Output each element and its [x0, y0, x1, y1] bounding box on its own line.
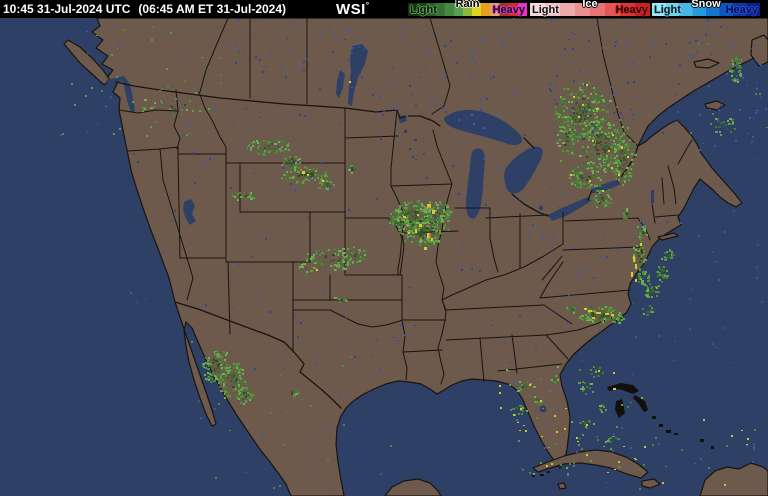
strait-juan-de-fuca [106, 76, 126, 85]
andros-island [615, 399, 625, 418]
legend-light-label-rain: Light [410, 4, 437, 16]
lake-michigan [465, 148, 485, 219]
lake-st-clair [538, 205, 544, 211]
legend-heavy-label-ice: Heavy [615, 4, 648, 16]
anticosti-island [693, 58, 720, 69]
long-island [657, 232, 679, 241]
legend-group-snow: Snow Light Heavy [652, 0, 760, 18]
legend-title-snow: Snow [691, 0, 721, 10]
florida-key-2 [540, 474, 544, 476]
canada-province-borders [199, 18, 639, 147]
legend-bar-ice [530, 3, 650, 16]
grand-bahama-abaco [607, 383, 639, 394]
lake-ontario [592, 180, 621, 193]
vancouver-island [63, 39, 111, 86]
radar-echo-layer [60, 18, 768, 490]
precip-legend: Rain Light Heavy Ice Light Heavy Snow Light Heav… [406, 0, 768, 18]
lake-erie [548, 197, 592, 221]
bahama-cay-3 [666, 430, 671, 433]
timestamp-utc: 10:45 31-Jul-2024 UTC [3, 2, 131, 16]
small-islands [532, 383, 714, 477]
radar-map-image [0, 18, 768, 496]
isla-juventud [557, 482, 567, 490]
legend-light-label-ice: Light [532, 4, 559, 16]
florida-key-1 [532, 475, 535, 477]
minnesota-lake-1 [404, 130, 407, 133]
turks-cay-1 [700, 439, 704, 442]
wsi-logo-degree-mark: ° [365, 1, 370, 10]
legend-light-label-snow: Light [654, 4, 681, 16]
bahama-cay-4 [674, 433, 678, 435]
wsi-logo-text: WSI [336, 1, 366, 18]
jamaica [641, 478, 661, 489]
minnesota-lake-2 [414, 139, 417, 141]
legend-title-ice: Ice [582, 0, 598, 10]
lake-champlain [651, 190, 654, 203]
timestamp-local: (06:45 AM ET 31-Jul-2024) [138, 2, 287, 16]
legend-heavy-label-rain: Heavy [492, 4, 525, 16]
legend-group-ice: Ice Light Heavy [530, 0, 650, 18]
mexico-us-border [174, 301, 342, 409]
bahama-cay-1 [652, 416, 656, 419]
turks-cay-2 [711, 446, 714, 449]
great-salt-lake [183, 199, 196, 225]
legend-group-rain: Rain Light Heavy [408, 0, 527, 18]
florida-key-3 [547, 471, 550, 473]
canada-us-border [115, 81, 639, 217]
lake-huron [504, 146, 543, 194]
hispaniola [699, 462, 768, 496]
legend-bar-snow [652, 3, 760, 16]
lake-winnipeg [348, 44, 368, 106]
bahama-cay-2 [659, 424, 663, 427]
prince-edward-island [704, 100, 726, 111]
legend-bar-rain [408, 3, 527, 16]
lake-manitoba [336, 70, 345, 98]
legend-heavy-label-snow: Heavy [725, 4, 758, 16]
puget-sound [122, 76, 135, 113]
yucatan [384, 478, 442, 496]
wsi-logo: WSI° [336, 1, 370, 18]
timestamp: 10:45 31-Jul-2024 UTC (06:45 AM ET 31-Jul… [3, 2, 286, 16]
top-status-bar: 10:45 31-Jul-2024 UTC (06:45 AM ET 31-Jul… [0, 0, 768, 18]
legend-title-rain: Rain [455, 0, 480, 10]
newfoundland [750, 34, 768, 67]
minnesota-lake-3 [409, 148, 411, 150]
eleuthera [633, 395, 648, 412]
